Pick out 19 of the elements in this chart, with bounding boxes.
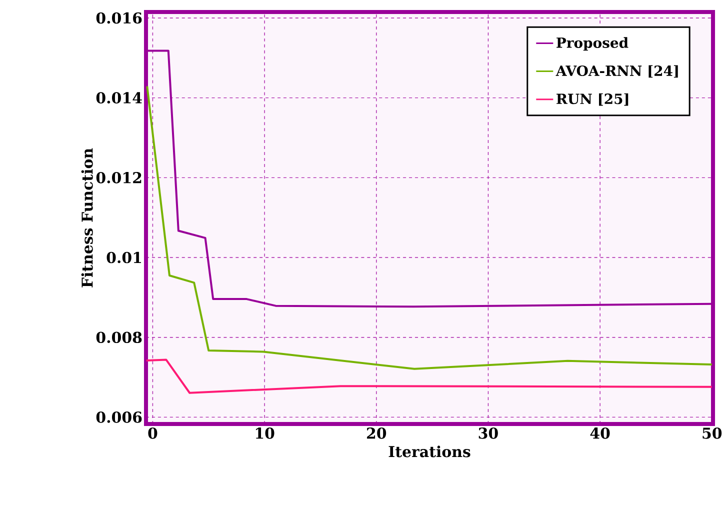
- y-tick-label: 0.016: [96, 12, 142, 24]
- y-tick-label: 0.008: [96, 332, 142, 344]
- line-series: [146, 358, 713, 394]
- x-tick-label: 20: [366, 428, 386, 439]
- x-tick-label: 10: [256, 428, 274, 439]
- y-tick-label: 0.006: [96, 412, 142, 423]
- x-tick-label: 40: [590, 428, 610, 439]
- y-tick-label: 0.012: [96, 172, 142, 184]
- line-series: [146, 85, 713, 370]
- x-tick-label: 30: [478, 428, 498, 439]
- x-axis-title: Iterations: [388, 446, 470, 458]
- x-tick-label: 50: [702, 428, 722, 439]
- x-tick-label: 0: [148, 428, 158, 439]
- y-tick-label: 0.01: [106, 252, 141, 264]
- legend-label: Proposed: [556, 37, 628, 51]
- y-tick-label: 0.014: [96, 92, 142, 104]
- y-axis-title: Fitness Function: [81, 148, 93, 288]
- legend-label: AVOA-RNN [24]: [556, 65, 678, 78]
- legend-label: RUN [25]: [556, 93, 628, 106]
